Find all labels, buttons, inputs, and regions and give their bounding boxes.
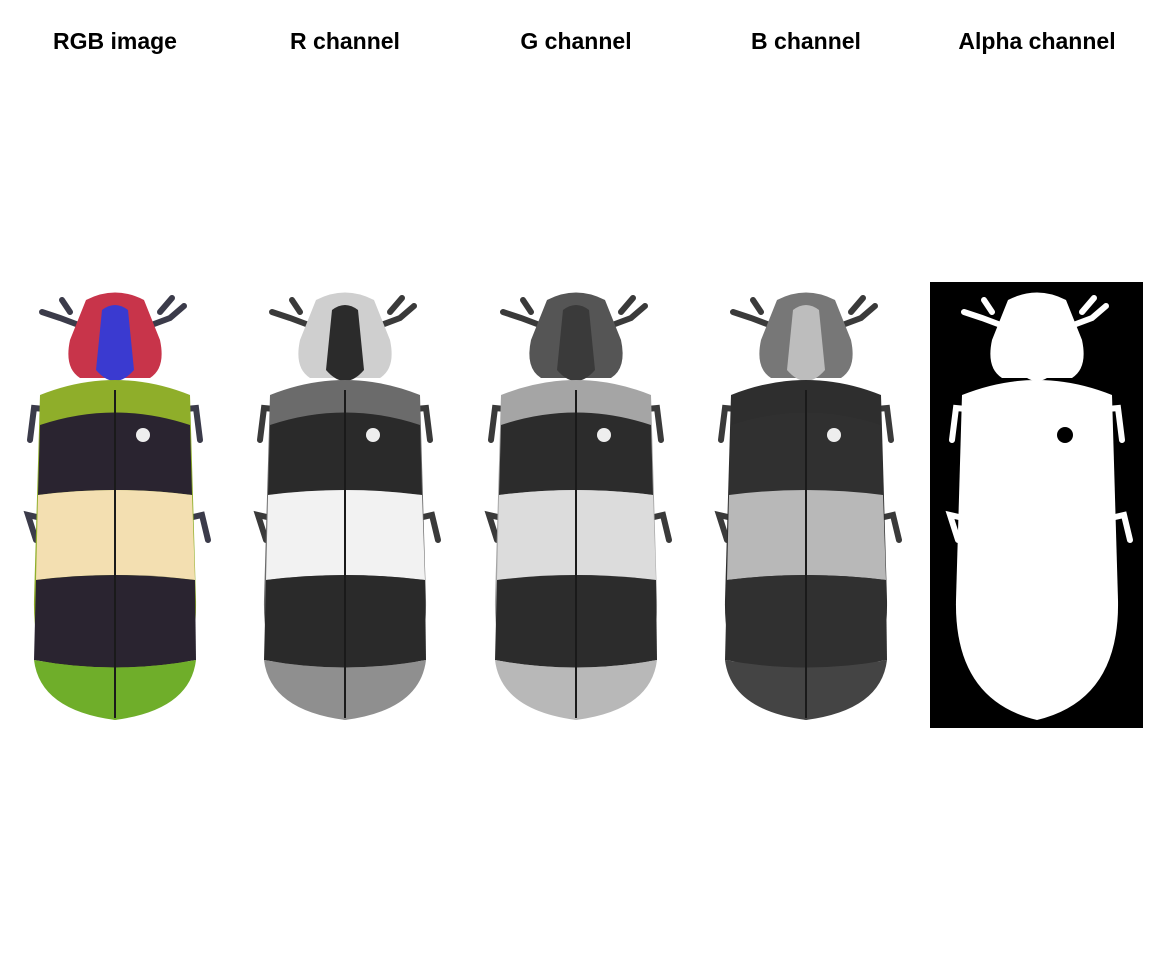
panel-title-green: G channel [520,28,632,54]
beetle-leg [618,295,636,315]
beetle-pronotum [326,305,364,381]
beetle-silhouette [484,292,672,720]
panel-blue: B channel [691,0,921,960]
panel-red: R channel [230,0,460,960]
beetle-leg [981,297,995,315]
beetle-rgb-image [23,292,211,720]
beetle-spot [366,428,380,442]
panel-title-alpha: Alpha channel [958,28,1116,54]
beetle-red-channel-image [253,292,441,720]
beetle-leg [59,297,73,315]
beetle-leg [750,297,764,315]
beetle-spot [827,428,841,442]
panel-title-blue: B channel [751,28,861,54]
beetle-green-channel-image [484,292,672,720]
beetle-elytra [955,380,1119,720]
beetle-pronotum [557,305,595,381]
panel-rgb: RGB image [0,0,230,960]
beetle-pronotum [96,305,134,381]
beetle-leg [387,295,405,315]
beetle-blue-channel-image [714,292,902,720]
panel-alpha: Alpha channel [922,0,1152,960]
beetle-leg [289,297,303,315]
beetle-leg [520,297,534,315]
beetle-silhouette [253,292,441,720]
beetle-silhouette [945,292,1133,720]
panel-title-rgb: RGB image [53,28,177,54]
beetle-alpha-mask-image [930,282,1143,728]
beetle-spot [136,428,150,442]
panel-green: G channel [461,0,691,960]
beetle-pronotum [787,305,825,381]
panel-title-red: R channel [290,28,400,54]
beetle-pronotum [1018,305,1056,381]
beetle-leg [848,295,866,315]
beetle-silhouette [23,292,211,720]
alpha-spot [1057,427,1073,443]
beetle-leg [157,295,175,315]
beetle-spot [597,428,611,442]
beetle-silhouette [714,292,902,720]
beetle-leg [1079,295,1097,315]
